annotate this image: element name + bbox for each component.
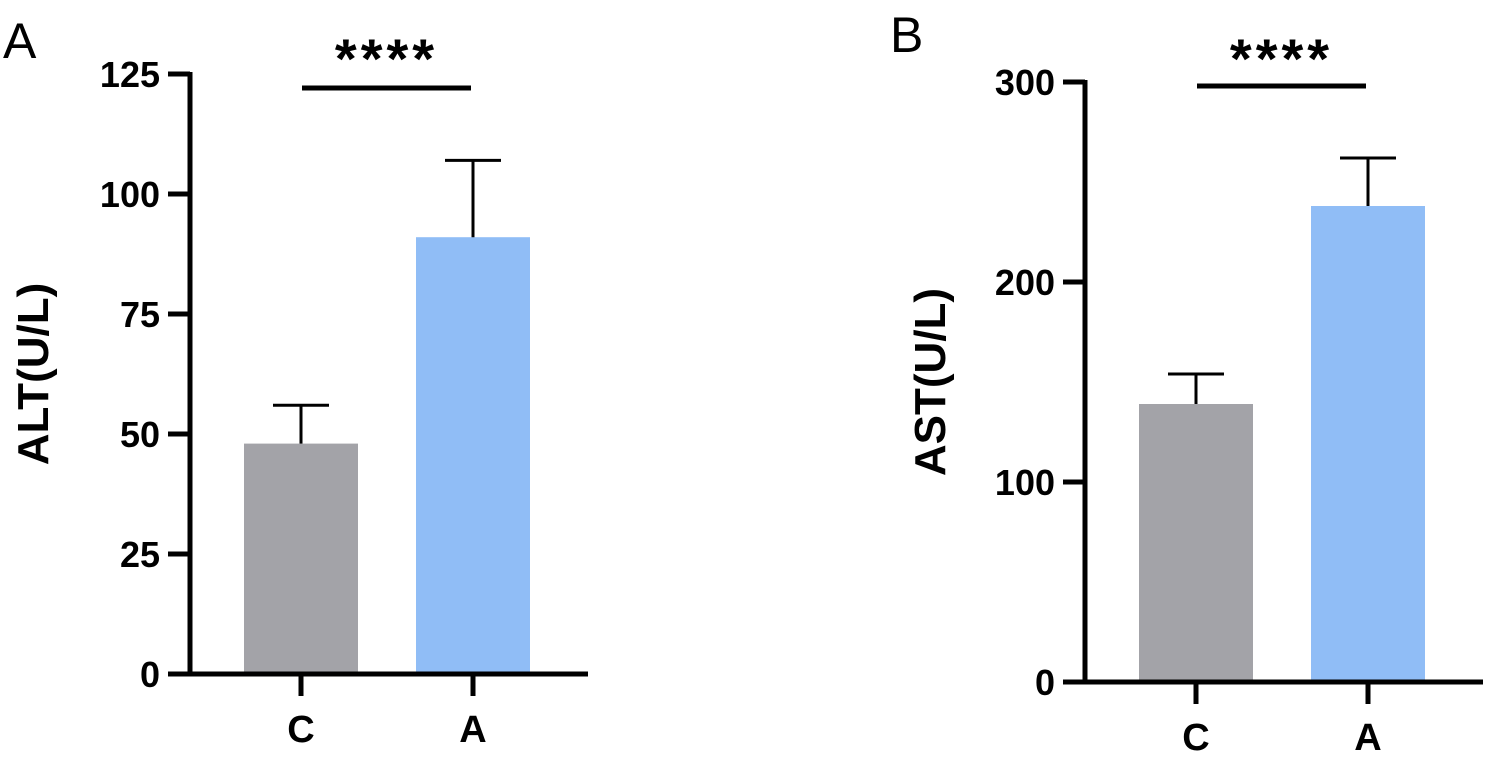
panel-b: B 0 100 200 300 C A AST(U/L) **** (890, 7, 1483, 759)
bar-c (244, 443, 358, 674)
bar-c (1139, 404, 1253, 682)
y-tick-label: 100 (995, 462, 1055, 503)
bar-a (416, 237, 530, 674)
y-tick-label: 75 (120, 294, 160, 335)
x-tick-label: A (1354, 717, 1381, 759)
y-tick-label: 125 (100, 54, 160, 95)
y-axis-label: ALT(U/L) (9, 283, 58, 465)
y-tick-label: 0 (140, 654, 160, 695)
panel-label: B (890, 7, 923, 63)
x-tick-label: C (287, 709, 314, 751)
x-tick-label: A (459, 709, 486, 751)
y-tick-label: 100 (100, 174, 160, 215)
panel-a: A 0 25 50 75 100 125 C A ALT(U/L) **** (3, 13, 588, 751)
y-tick-label: 0 (1035, 662, 1055, 703)
significance-label: **** (1230, 27, 1333, 90)
y-tick-label: 50 (120, 414, 160, 455)
y-tick-label: 300 (995, 62, 1055, 103)
bar-a (1311, 206, 1425, 682)
error-bar (273, 403, 329, 444)
y-tick-label: 200 (995, 262, 1055, 303)
error-bar (1340, 156, 1396, 206)
panel-label: A (3, 13, 37, 69)
y-axis-label: AST(U/L) (906, 288, 955, 476)
error-bar (1168, 372, 1224, 404)
error-bar (445, 158, 501, 238)
significance-label: **** (335, 27, 438, 90)
x-tick-label: C (1182, 717, 1209, 759)
y-tick-label: 25 (120, 534, 160, 575)
